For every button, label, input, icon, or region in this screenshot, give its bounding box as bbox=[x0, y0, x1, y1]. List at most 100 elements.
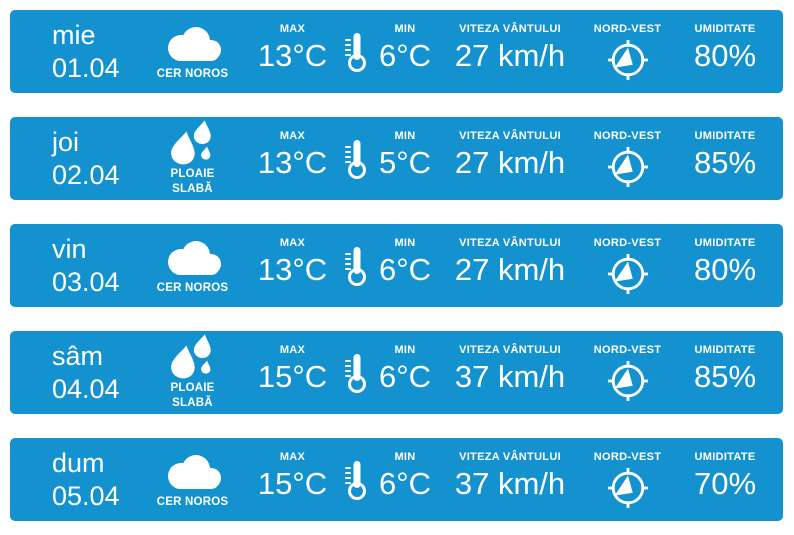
humidity-value: 80% bbox=[693, 38, 757, 73]
weather-icon bbox=[159, 235, 227, 279]
min-label: MIN bbox=[394, 344, 416, 356]
day-column: dum 05.04 bbox=[10, 438, 140, 521]
max-value: 13°C bbox=[257, 145, 328, 180]
humidity-column: UMIDITATE 85% bbox=[675, 331, 775, 414]
thermometer-icon bbox=[345, 460, 366, 500]
thermometer-icon bbox=[345, 246, 366, 286]
min-value: 6°C bbox=[378, 252, 432, 287]
max-value: 13°C bbox=[257, 38, 328, 73]
min-temp-column: MIN 6°C bbox=[370, 10, 440, 93]
weather-icon-column: CER NOROS bbox=[140, 438, 245, 521]
weather-icon bbox=[159, 21, 227, 65]
min-value: 6°C bbox=[378, 38, 432, 73]
day-date: 03.04 bbox=[52, 266, 120, 297]
weather-icon-column: CER NOROS bbox=[140, 224, 245, 307]
wind-label: VITEZA VÂNTULUI bbox=[459, 237, 561, 249]
max-temp-column: MAX 13°C bbox=[245, 10, 340, 93]
wind-value: 27 km/h bbox=[454, 145, 566, 180]
wind-direction-column: NORD-VEST bbox=[580, 10, 675, 93]
min-temp-column: MIN 6°C bbox=[370, 438, 440, 521]
humidity-label: UMIDITATE bbox=[694, 451, 756, 463]
wind-speed-column: VITEZA VÂNTULUI 37 km/h bbox=[440, 438, 580, 521]
forecast-row: dum 05.04 bbox=[10, 438, 783, 521]
wind-direction-column: NORD-VEST bbox=[580, 224, 675, 307]
humidity-value: 80% bbox=[693, 252, 757, 287]
forecast-row: mie 01.04 bbox=[10, 10, 783, 93]
forecast-row: sâm 04.04 bbox=[10, 331, 783, 414]
condition-label: PLOAIE SLABĂ bbox=[170, 167, 215, 195]
compass-icon bbox=[607, 253, 648, 295]
day-column: sâm 04.04 bbox=[10, 331, 140, 414]
day-name: vin bbox=[52, 233, 87, 264]
max-value: 15°C bbox=[257, 359, 328, 394]
condition-label: PLOAIE SLABĂ bbox=[170, 381, 215, 409]
day-name: dum bbox=[52, 447, 105, 478]
cloud-icon bbox=[167, 241, 221, 276]
max-temp-column: MAX 15°C bbox=[245, 331, 340, 414]
min-label: MIN bbox=[394, 237, 416, 249]
min-temp-column: MIN 6°C bbox=[370, 224, 440, 307]
humidity-label: UMIDITATE bbox=[694, 130, 756, 142]
wind-direction-label: NORD-VEST bbox=[593, 130, 662, 142]
humidity-label: UMIDITATE bbox=[694, 344, 756, 356]
max-temp-column: MAX 13°C bbox=[245, 224, 340, 307]
day-name: mie bbox=[52, 19, 96, 50]
thermometer-column bbox=[340, 117, 370, 200]
min-label: MIN bbox=[394, 23, 416, 35]
max-label: MAX bbox=[279, 237, 306, 249]
wind-direction-column: NORD-VEST bbox=[580, 117, 675, 200]
compass-icon bbox=[607, 467, 648, 509]
compass-icon bbox=[607, 360, 648, 402]
compass-icon bbox=[607, 39, 648, 81]
wind-label: VITEZA VÂNTULUI bbox=[459, 451, 561, 463]
wind-speed-column: VITEZA VÂNTULUI 27 km/h bbox=[440, 10, 580, 93]
day-date: 05.04 bbox=[52, 480, 120, 511]
rain-icon bbox=[170, 119, 211, 164]
humidity-value: 70% bbox=[693, 466, 757, 501]
day-name: joi bbox=[52, 126, 80, 157]
compass-icon bbox=[607, 146, 648, 188]
max-label: MAX bbox=[279, 344, 306, 356]
rain-icon bbox=[170, 333, 211, 378]
humidity-label: UMIDITATE bbox=[694, 237, 756, 249]
weather-icon bbox=[159, 449, 227, 493]
humidity-value: 85% bbox=[693, 359, 757, 394]
max-value: 13°C bbox=[257, 252, 328, 287]
day-date: 02.04 bbox=[52, 159, 120, 190]
day-column: vin 03.04 bbox=[10, 224, 140, 307]
thermometer-column bbox=[340, 438, 370, 521]
weather-icon-column: PLOAIE SLABĂ bbox=[140, 117, 245, 200]
day-date: 01.04 bbox=[52, 52, 120, 83]
wind-speed-column: VITEZA VÂNTULUI 37 km/h bbox=[440, 331, 580, 414]
max-label: MAX bbox=[279, 23, 306, 35]
thermometer-icon bbox=[345, 139, 366, 179]
max-label: MAX bbox=[279, 451, 306, 463]
day-date: 04.04 bbox=[52, 373, 120, 404]
wind-direction-column: NORD-VEST bbox=[580, 331, 675, 414]
forecast-row: vin 03.04 bbox=[10, 224, 783, 307]
wind-direction-column: NORD-VEST bbox=[580, 438, 675, 521]
day-column: joi 02.04 bbox=[10, 117, 140, 200]
wind-value: 27 km/h bbox=[454, 38, 566, 73]
min-label: MIN bbox=[394, 130, 416, 142]
wind-direction-label: NORD-VEST bbox=[593, 237, 662, 249]
condition-label: CER NOROS bbox=[156, 68, 229, 81]
cloud-icon bbox=[167, 27, 221, 62]
max-value: 15°C bbox=[257, 466, 328, 501]
humidity-column: UMIDITATE 70% bbox=[675, 438, 775, 521]
wind-label: VITEZA VÂNTULUI bbox=[459, 344, 561, 356]
wind-speed-column: VITEZA VÂNTULUI 27 km/h bbox=[440, 224, 580, 307]
min-value: 5°C bbox=[378, 145, 432, 180]
weather-icon bbox=[169, 333, 217, 379]
weather-icon bbox=[169, 119, 217, 165]
humidity-column: UMIDITATE 85% bbox=[675, 117, 775, 200]
min-value: 6°C bbox=[378, 359, 432, 394]
cloud-icon bbox=[167, 455, 221, 490]
wind-label: VITEZA VÂNTULUI bbox=[459, 130, 561, 142]
max-temp-column: MAX 15°C bbox=[245, 438, 340, 521]
min-temp-column: MIN 6°C bbox=[370, 331, 440, 414]
thermometer-column bbox=[340, 10, 370, 93]
thermometer-column bbox=[340, 331, 370, 414]
wind-label: VITEZA VÂNTULUI bbox=[459, 23, 561, 35]
weather-icon-column: PLOAIE SLABĂ bbox=[140, 331, 245, 414]
